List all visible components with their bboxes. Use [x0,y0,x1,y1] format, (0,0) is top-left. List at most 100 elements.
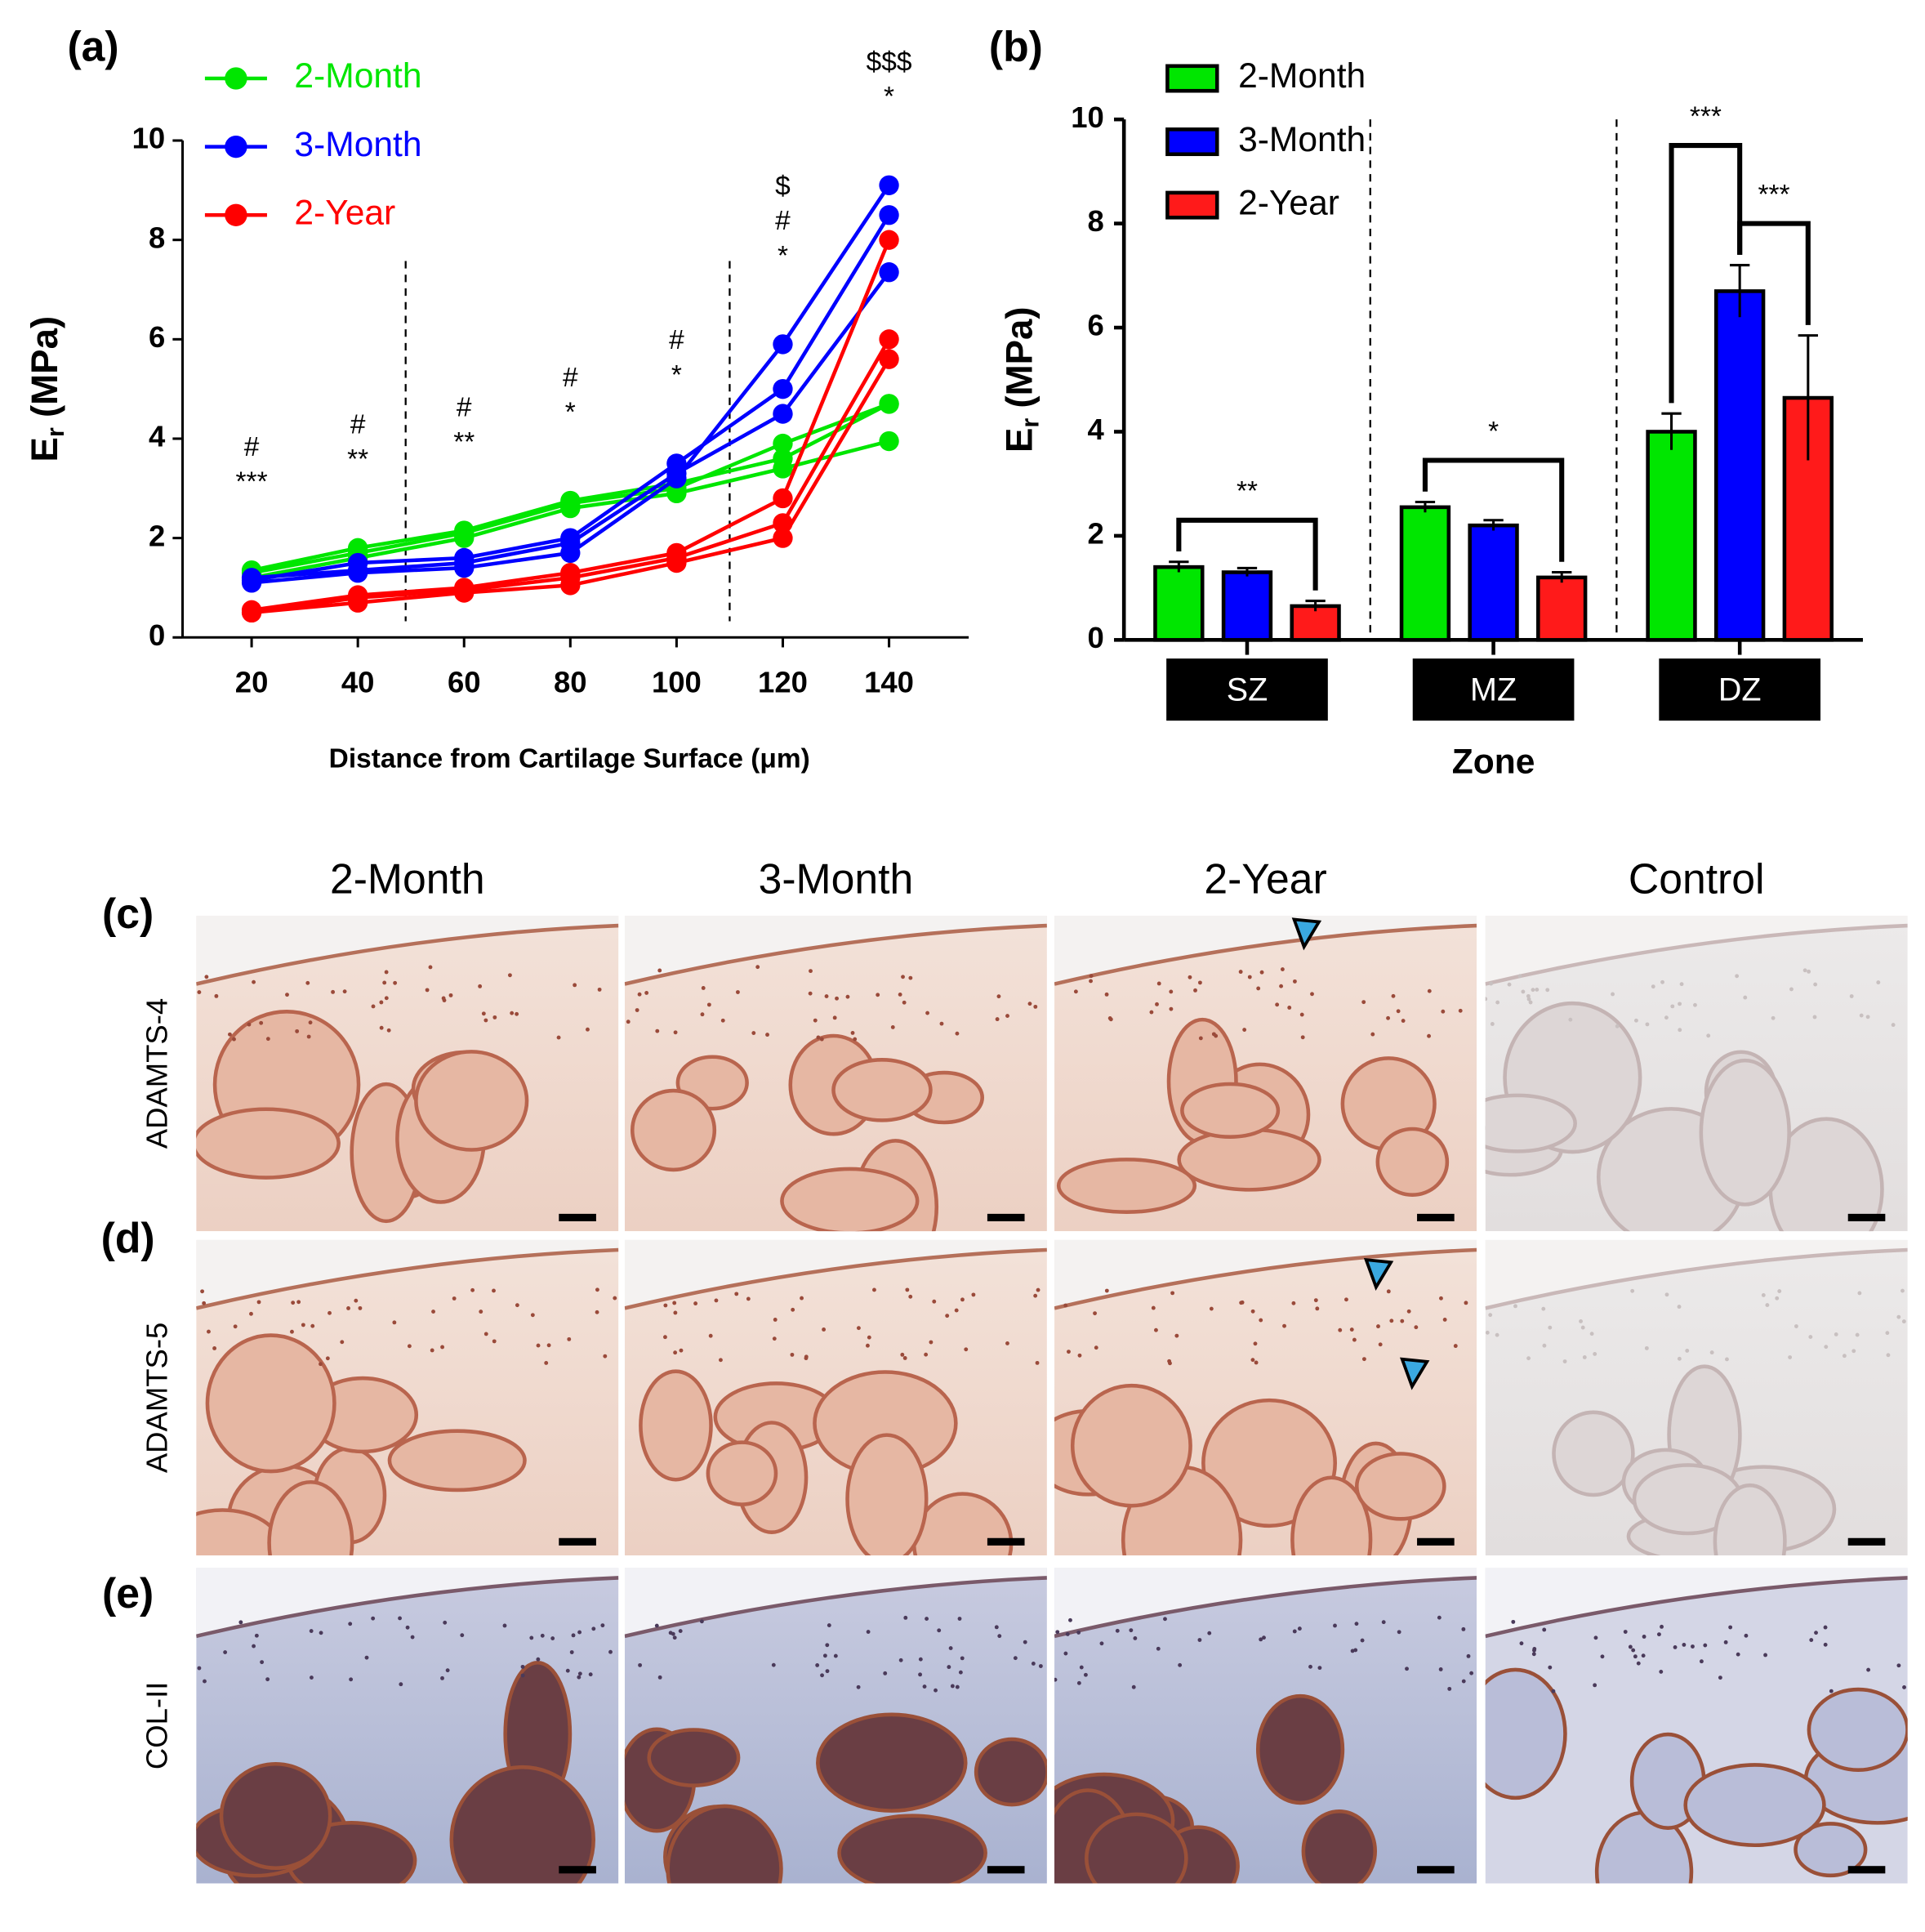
cell [331,989,336,994]
cell [1809,1638,1814,1642]
cell [1526,993,1531,998]
cell [483,1018,488,1023]
scale-bar [987,1213,1025,1221]
cell [1239,1301,1244,1305]
cell [1065,1632,1070,1636]
y-axis-label: Er (MPa) [999,306,1045,453]
stain-label: COL-II [140,1682,173,1769]
error-bar [1237,566,1258,577]
cell [820,1673,824,1678]
cell [371,1616,376,1621]
y-label-subscript: r [42,427,69,437]
cell [1495,1332,1499,1337]
legend-marker [225,203,247,226]
cell [1593,1683,1597,1688]
cell [1133,1636,1138,1640]
cell [955,1031,960,1036]
cell [1238,970,1243,975]
data-point [560,490,581,511]
cell [1131,1684,1136,1689]
cell [1859,1013,1864,1018]
cell [1156,1646,1161,1651]
cell [1677,1356,1682,1361]
y-tick-label: 0 [149,618,165,652]
scale-bar [1417,1213,1455,1221]
cell [1660,1624,1664,1629]
cell [657,968,662,973]
bone [196,1107,341,1180]
cell [1427,1033,1431,1038]
data-point [879,262,899,283]
bone [1594,1810,1694,1884]
cell [693,1301,698,1306]
cell [1725,1357,1729,1362]
cell [310,1323,315,1328]
cell [410,1635,415,1640]
data-point [666,542,687,564]
cell [550,1636,555,1640]
column-title: 2-Year [1204,855,1326,903]
y-tick-label: 8 [149,221,165,254]
cell [328,1310,332,1315]
arrowhead [1399,1357,1430,1390]
background-slide [196,1568,619,1636]
histology-content [1054,1239,1477,1556]
data-point [773,528,793,548]
cell [1699,1659,1704,1664]
bone [219,1761,332,1871]
data-point [454,578,475,598]
cell [672,1635,677,1640]
bone [845,1433,929,1556]
cell [746,1296,751,1301]
cell [654,1623,659,1628]
cell [1441,1009,1446,1014]
cell [1155,1002,1159,1006]
data-point [560,533,581,553]
cell [214,993,219,998]
cell [425,988,430,993]
cell [824,994,829,999]
cell [296,1300,301,1305]
histology-image [1485,1239,1908,1556]
cell [924,1352,929,1357]
cell [1644,1345,1649,1350]
cell [1857,1291,1862,1296]
cell [1664,1015,1669,1020]
cell [1242,1028,1247,1032]
cell [995,1017,1000,1022]
significance-label: ** [453,427,475,457]
x-tick-label: MZ [1470,672,1517,708]
cell [903,1615,908,1620]
data-point [773,488,793,509]
cell [223,1650,228,1654]
cell [1099,1641,1104,1646]
cell [603,1354,608,1359]
cartilage-surface [1054,1576,1477,1639]
cell [1386,1289,1391,1294]
background-slide [1485,1568,1908,1636]
y-label-unit: (MPa) [24,316,65,417]
significance-label: *** [1690,101,1722,132]
cell [1807,969,1811,974]
cell [960,1656,965,1661]
cell [1775,1296,1780,1301]
data-point [879,175,899,195]
cell [929,1340,934,1345]
bone [1177,1127,1321,1192]
cell [954,1308,959,1313]
cartilage-surface [624,923,1047,986]
data-point [347,538,368,558]
significance-label: * [565,397,576,427]
cell [804,1356,809,1361]
cell [1033,1004,1038,1009]
cell [1589,1332,1594,1336]
cell [663,1303,668,1308]
cell [354,1298,359,1303]
significance-label: * [1488,417,1499,447]
cell [856,1326,861,1331]
background-slide [1054,1239,1477,1309]
significance-label: *** [1758,180,1789,210]
cell [832,1015,837,1020]
cell [950,1684,955,1689]
